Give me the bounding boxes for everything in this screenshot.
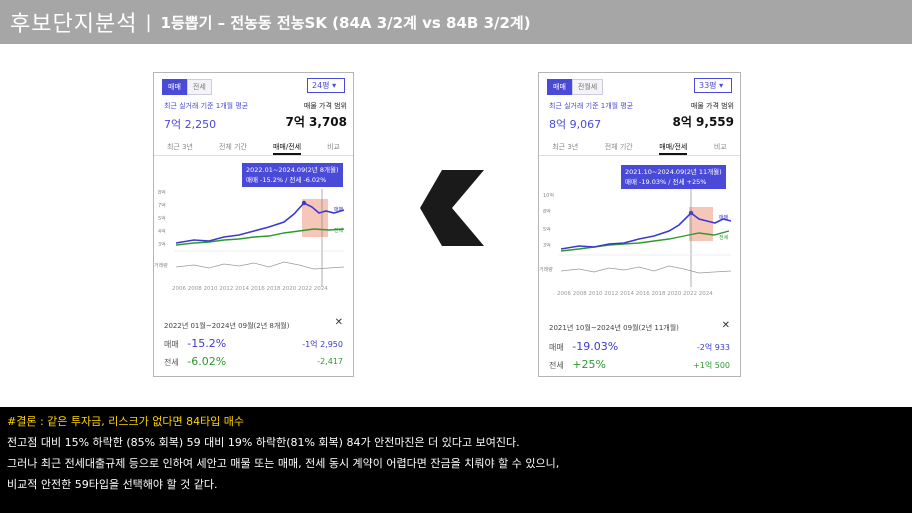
jeonse-change-row: 전세 +25% (549, 358, 606, 371)
jeonse-change-row: 전세 -6.02% (164, 355, 226, 368)
tooltip-period: 2022.01~2024.09(2년 8개월) (246, 166, 339, 174)
ask-value: 7억 3,708 (285, 115, 347, 129)
range-text: 2022년 01월~2024년 09월(2년 8개월) (164, 322, 290, 330)
close-icon[interactable]: ✕ (721, 320, 730, 331)
jeonse-change-pct: +25% (572, 358, 606, 371)
conclusion-line: 전고점 대비 15% 하락한 (85% 회복) 59 대비 19% 하락한(81… (7, 436, 520, 449)
sale-change-row: 매매 -15.2% (164, 337, 226, 350)
tab-sale-jeonse[interactable]: 매매/전세 (659, 139, 688, 155)
conclusion-headline: #결론 : 같은 투자금, 리스크가 없다면 84타입 매수 (7, 415, 245, 428)
tab-sale-jeonse[interactable]: 매매/전세 (272, 139, 302, 155)
y-tick: 5억 (158, 215, 166, 222)
jeonse-change-amount: -2,417 (317, 357, 343, 366)
size-select[interactable]: 24평 ▾ (307, 78, 345, 93)
volume-line (560, 265, 732, 274)
tab-compare[interactable]: 비교 (327, 143, 340, 151)
title-separator: | (145, 11, 152, 33)
sale-line (560, 211, 732, 250)
avg-label: 최근 실거래 기준 1개월 평균 (549, 102, 634, 110)
tab-rent[interactable]: 전월세 (571, 79, 604, 95)
jeonse-line (175, 228, 345, 246)
conclusion-line: 그러나 최근 전세대출규제 등으로 인하여 세안고 매물 또는 매매, 전세 동… (7, 457, 560, 470)
jeonse-change-pct: -6.02% (187, 355, 227, 368)
price-card-84b: 매매 전월세 33평 ▾ 최근 실거래 기준 1개월 평균 매물 가격 범위 8… (538, 72, 741, 377)
tooltip-change: 매매 -19.03% / 전세 +25% (625, 178, 707, 186)
chevron-down-icon: ▾ (332, 81, 337, 90)
ask-label: 매물 가격 범위 (690, 102, 734, 110)
sale-change-pct: -19.03% (572, 340, 619, 353)
y-tick: 5억 (543, 226, 551, 233)
jeonse-line-label: 전세 (334, 227, 344, 234)
period-tabs: 최근 3년 전체 기간 매매/전세 비교 (539, 139, 740, 156)
y-tick: 7억 (158, 202, 166, 209)
range-tooltip: 2021.10~2024.09(2년 11개월) 매매 -19.03% / 전세… (621, 165, 726, 189)
sale-line-label: 매매 (334, 206, 344, 213)
volume-label: 거래량 (539, 266, 553, 273)
peak-marker (301, 200, 307, 206)
slide-subtitle: 1등뽑기 – 전농동 전농SK (84A 3/2계 vs 84B 3/2계) (160, 13, 531, 32)
tab-compare[interactable]: 비교 (713, 143, 727, 151)
range-tooltip: 2022.01~2024.09(2년 8개월) 매매 -15.2% / 전세 -… (242, 163, 343, 187)
sale-change-amount: -1억 2,950 (302, 340, 343, 349)
chevron-down-icon: ▾ (719, 81, 724, 90)
chevron-left-icon (420, 170, 484, 246)
jeonse-line-label: 전세 (719, 234, 729, 241)
volume-line (175, 261, 345, 270)
jeonse-label: 전세 (164, 358, 179, 367)
jeonse-change-amount: +1억 500 (693, 361, 730, 370)
tooltip-period: 2021.10~2024.09(2년 11개월) (625, 168, 722, 176)
tab-recent-3y[interactable]: 최근 3년 (166, 143, 193, 151)
x-axis-labels: 2006 2008 2010 2012 2014 2016 2018 2020 … (172, 286, 328, 292)
tab-all-period[interactable]: 전체 기간 (218, 143, 247, 151)
deal-type-tabs: 매매 전세 (162, 79, 212, 95)
ask-value: 8억 9,559 (672, 115, 734, 129)
price-card-84a: 매매 전세 24평 ▾ 최근 실거래 기준 1개월 평균 매물 가격 범위 7억… (153, 72, 354, 377)
y-tick: 3억 (158, 241, 166, 248)
sale-line-label: 매매 (719, 214, 729, 221)
slide-header: 후보단지분석 | 1등뽑기 – 전농동 전농SK (84A 3/2계 vs 84… (0, 0, 912, 44)
tooltip-change: 매매 -15.2% / 전세 -6.02% (246, 176, 327, 184)
ask-label: 매물 가격 범위 (303, 102, 347, 110)
y-tick: 4억 (158, 228, 166, 235)
y-tick: 8억 (543, 208, 551, 215)
sale-label: 매매 (549, 343, 564, 352)
price-trend-chart[interactable]: 8억 7억 5억 4억 3억 매매 전세 거래량 (154, 189, 353, 289)
tab-sale[interactable]: 매매 (162, 79, 187, 95)
sale-line (175, 202, 345, 244)
sale-change-pct: -15.2% (187, 337, 227, 350)
slide-title: 후보단지분석 (10, 12, 138, 37)
tab-recent-3y[interactable]: 최근 3년 (552, 143, 579, 151)
y-tick: 10억 (543, 192, 554, 199)
conclusion-box: #결론 : 같은 투자금, 리스크가 없다면 84타입 매수 전고점 대비 15… (0, 407, 912, 513)
avg-value: 8억 9,067 (549, 118, 602, 131)
tab-all-period[interactable]: 전체 기간 (604, 143, 633, 151)
sale-label: 매매 (164, 340, 179, 349)
volume-label: 거래량 (154, 262, 168, 269)
sale-change-row: 매매 -19.03% (549, 340, 618, 353)
tab-jeonse[interactable]: 전세 (186, 79, 212, 95)
sale-change-amount: -2억 933 (696, 343, 730, 352)
range-text: 2021년 10월~2024년 09월(2년 11개월) (549, 324, 679, 332)
period-tabs: 최근 3년 전체 기간 매매/전세 비교 (154, 139, 353, 156)
y-tick: 3억 (543, 242, 551, 249)
avg-label: 최근 실거래 기준 1개월 평균 (164, 102, 249, 110)
conclusion-line: 비교적 안전한 59타입을 선택해야 할 것 같다. (7, 478, 218, 491)
tab-sale[interactable]: 매매 (547, 79, 572, 95)
avg-value: 7억 2,250 (164, 118, 217, 131)
close-icon[interactable]: ✕ (334, 317, 343, 328)
x-axis-labels: 2006 2008 2010 2012 2014 2016 2018 2020 … (557, 291, 713, 297)
deal-type-tabs: 매매 전월세 (547, 79, 604, 95)
y-tick: 8억 (158, 189, 166, 196)
price-trend-chart[interactable]: 10억 8억 5억 3억 매매 전세 거래량 (539, 189, 740, 289)
jeonse-label: 전세 (549, 361, 564, 370)
size-select[interactable]: 33평 ▾ (694, 78, 732, 93)
